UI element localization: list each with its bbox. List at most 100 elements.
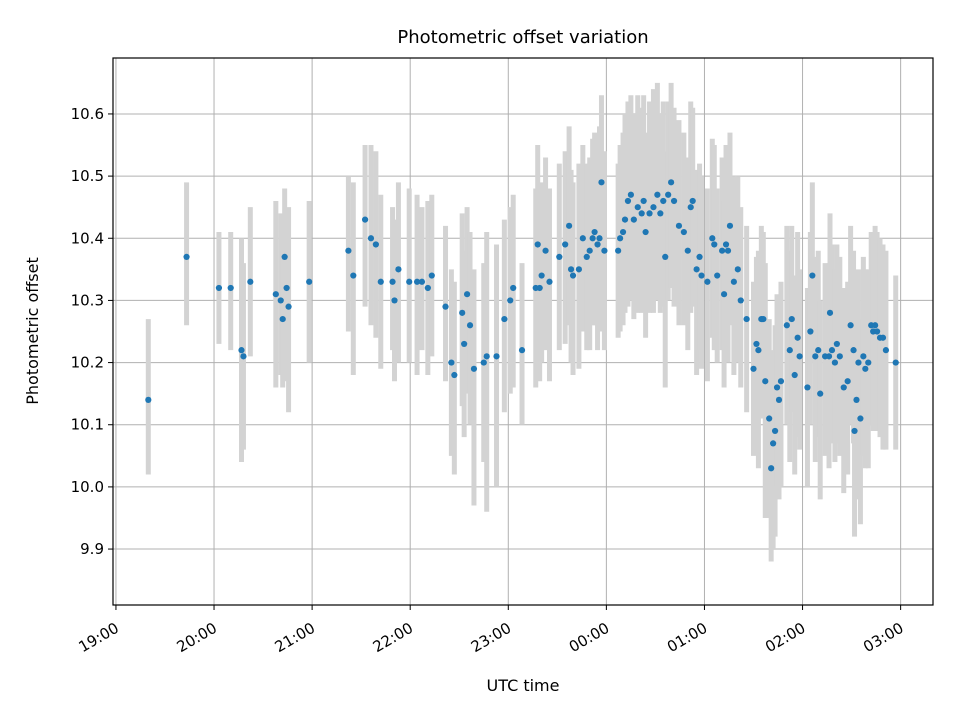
data-point [760,315,767,323]
data-point [815,347,822,354]
data-point [638,210,645,217]
data-point [734,266,741,273]
data-point [825,353,833,360]
data-point [627,191,634,198]
data-point [377,278,384,285]
data-point [850,347,857,354]
data-point [726,222,734,229]
data-point [501,315,508,323]
y-tick-label: 10.2 [71,354,104,372]
x-tick-label: 22:00 [370,619,416,656]
data-point [367,235,375,242]
data-point [183,253,190,261]
data-point [836,353,843,360]
data-point [470,365,478,372]
data-point [724,247,732,254]
data-point [247,278,254,285]
y-tick-label: 10.0 [71,478,104,496]
data-point [853,396,860,403]
data-point [857,415,864,422]
data-point [730,278,737,285]
data-point [698,272,705,279]
data-point [238,347,245,354]
data-point [817,390,824,397]
x-tick-label: 00:00 [566,619,612,656]
y-axis-ticks: 9.9 10.0 10.1 10.2 10.3 10.4 10.5 10.6 [71,105,113,558]
y-axis-title: Photometric offset [23,257,42,405]
data-point [720,291,728,298]
data-point [719,247,726,254]
data-point [750,365,757,372]
data-point [892,359,899,366]
data-point [279,315,286,323]
data-point [428,272,435,279]
data-point [771,427,779,435]
data-point [589,235,596,242]
data-point [704,278,711,285]
data-point [753,340,760,348]
data-point [215,284,223,292]
x-tick-label: 03:00 [860,619,906,656]
data-point [833,340,840,348]
data-point [847,322,854,329]
data-point [569,272,577,279]
data-point [675,222,683,229]
data-points [145,179,899,472]
data-point [493,353,500,360]
data-point [689,197,696,205]
x-tick-label: 02:00 [762,619,808,656]
data-point [794,334,801,341]
data-point [566,222,573,229]
data-point [851,427,858,435]
data-point [350,272,357,279]
data-point [406,278,413,285]
data-point [670,197,678,205]
data-point [518,347,526,354]
data-point [642,228,649,236]
data-point [773,384,781,391]
data-point [684,247,691,254]
data-point [696,253,703,261]
data-point [709,235,716,242]
data-point [507,297,514,304]
data-point [615,247,622,254]
data-point [865,359,872,366]
data-point [395,266,402,273]
data-point [807,328,814,335]
data-point [766,415,773,422]
data-point [601,247,608,254]
data-point [777,378,785,385]
data-point [831,359,839,366]
data-point [619,228,627,236]
data-point [389,278,396,285]
data-point [796,353,803,360]
data-point [840,384,847,391]
data-point [281,253,288,261]
data-point [591,228,598,236]
data-point [755,347,762,354]
data-point [873,328,881,335]
y-tick-label: 10.4 [71,229,104,247]
data-point [306,278,313,285]
data-point [743,315,750,323]
data-point [812,353,819,360]
x-tick-label: 19:00 [76,619,122,656]
data-point [855,359,862,366]
data-point [442,303,449,310]
data-point [786,347,793,354]
data-point [579,235,586,242]
data-point [879,334,887,341]
data-point [345,247,352,254]
data-point [775,396,783,403]
data-point [372,241,379,248]
data-point [277,297,284,304]
data-point [598,179,605,186]
data-point [828,347,836,354]
data-point [693,266,700,273]
data-point [634,204,641,211]
data-point [145,396,152,403]
data-point [711,241,718,248]
data-point [413,278,421,285]
data-point [240,353,247,360]
data-point [227,284,234,292]
